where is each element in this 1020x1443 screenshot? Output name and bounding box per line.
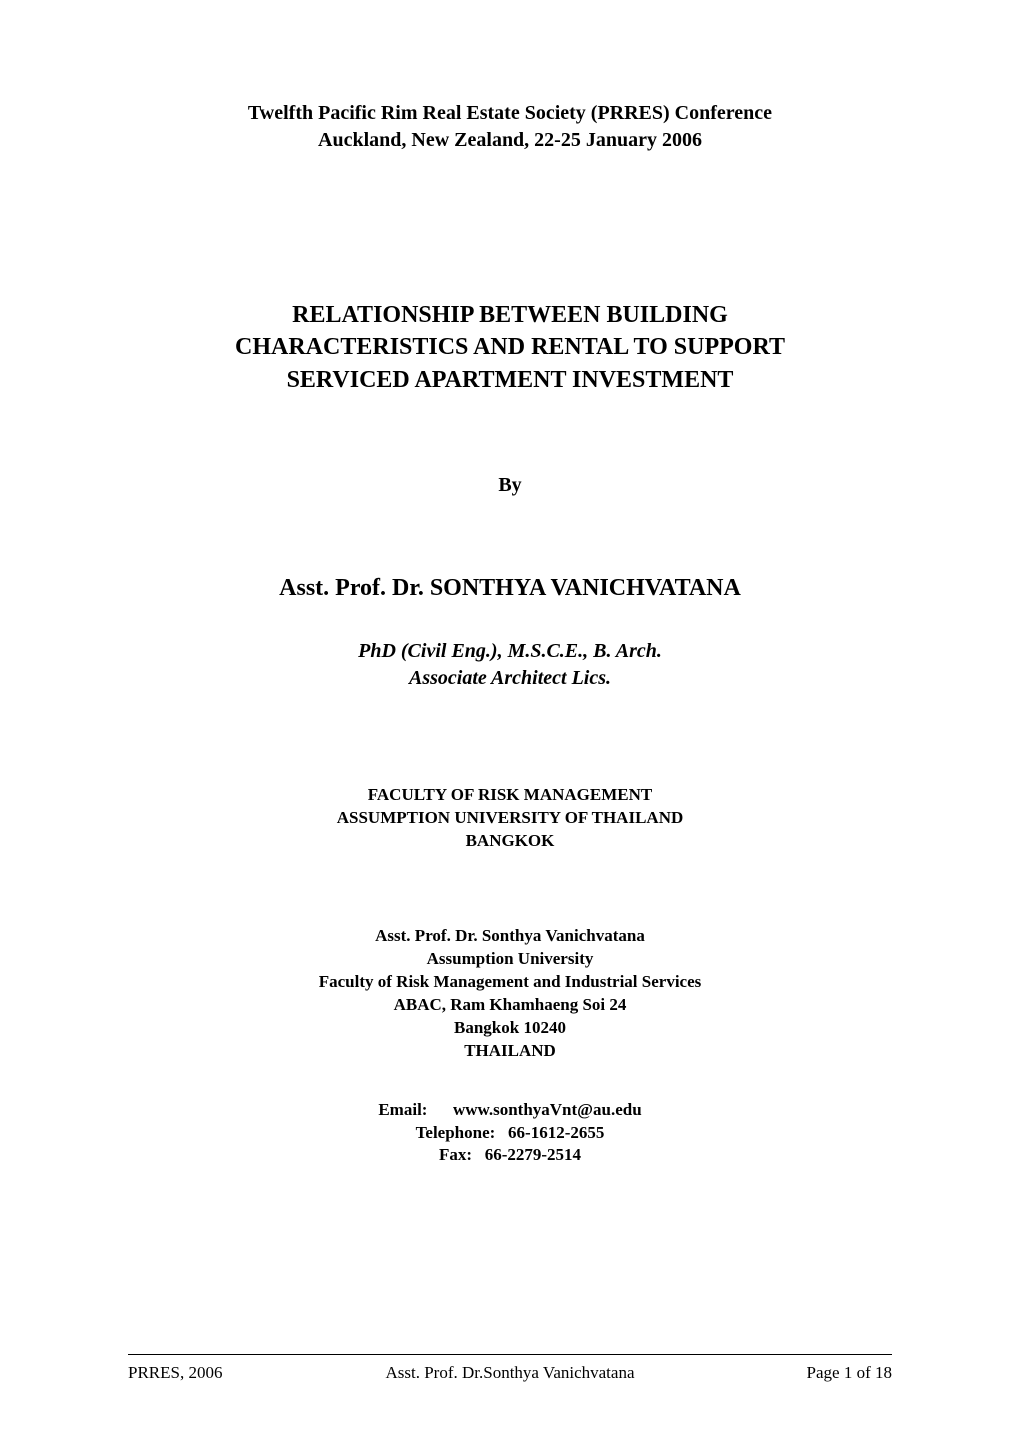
contact-phone-line: Telephone: 66-1612-2655: [128, 1122, 892, 1145]
conference-line-2: Auckland, New Zealand, 22-25 January 200…: [128, 127, 892, 154]
footer-center: Asst. Prof. Dr.Sonthya Vanichvatana: [319, 1363, 701, 1383]
address-block: Asst. Prof. Dr. Sonthya Vanichvatana Ass…: [128, 925, 892, 1063]
contact-block: Email: www.sonthyaVnt@au.edu Telephone: …: [128, 1099, 892, 1168]
email-value: www.sonthyaVnt@au.edu: [453, 1100, 642, 1119]
author-credentials: PhD (Civil Eng.), M.S.C.E., B. Arch. Ass…: [128, 638, 892, 692]
footer-right: Page 1 of 18: [701, 1363, 892, 1383]
address-line-6: THAILAND: [128, 1040, 892, 1063]
contact-email-line: Email: www.sonthyaVnt@au.edu: [128, 1099, 892, 1122]
affiliation-line-2: ASSUMPTION UNIVERSITY OF THAILAND: [128, 807, 892, 830]
affiliation-line-1: FACULTY OF RISK MANAGEMENT: [128, 784, 892, 807]
address-line-5: Bangkok 10240: [128, 1017, 892, 1040]
author-name: Asst. Prof. Dr. SONTHYA VANICHVATANA: [128, 575, 892, 602]
affiliation-line-3: BANGKOK: [128, 830, 892, 853]
paper-title-page: Twelfth Pacific Rim Real Estate Society …: [0, 0, 1020, 1443]
credentials-line-1: PhD (Civil Eng.), M.S.C.E., B. Arch.: [128, 638, 892, 665]
fax-value: 66-2279-2514: [485, 1145, 581, 1164]
conference-line-1: Twelfth Pacific Rim Real Estate Society …: [128, 100, 892, 127]
phone-label: Telephone:: [416, 1123, 496, 1142]
title-line-1: RELATIONSHIP BETWEEN BUILDING: [128, 299, 892, 331]
conference-header: Twelfth Pacific Rim Real Estate Society …: [128, 100, 892, 154]
title-line-2: CHARACTERISTICS AND RENTAL TO SUPPORT: [128, 331, 892, 363]
affiliation-block: FACULTY OF RISK MANAGEMENT ASSUMPTION UN…: [128, 784, 892, 853]
address-line-3: Faculty of Risk Management and Industria…: [128, 971, 892, 994]
footer-left: PRRES, 2006: [128, 1363, 319, 1383]
phone-value: 66-1612-2655: [508, 1123, 604, 1142]
email-label: Email:: [378, 1100, 427, 1119]
address-line-4: ABAC, Ram Khamhaeng Soi 24: [128, 994, 892, 1017]
credentials-line-2: Associate Architect Lics.: [128, 665, 892, 692]
fax-label: Fax:: [439, 1145, 472, 1164]
address-line-2: Assumption University: [128, 948, 892, 971]
paper-title: RELATIONSHIP BETWEEN BUILDING CHARACTERI…: [128, 299, 892, 396]
title-line-3: SERVICED APARTMENT INVESTMENT: [128, 364, 892, 396]
address-line-1: Asst. Prof. Dr. Sonthya Vanichvatana: [128, 925, 892, 948]
page-content: Twelfth Pacific Rim Real Estate Society …: [128, 100, 892, 1354]
contact-fax-line: Fax: 66-2279-2514: [128, 1144, 892, 1167]
page-footer: PRRES, 2006 Asst. Prof. Dr.Sonthya Vanic…: [128, 1354, 892, 1383]
byline-label: By: [128, 474, 892, 497]
